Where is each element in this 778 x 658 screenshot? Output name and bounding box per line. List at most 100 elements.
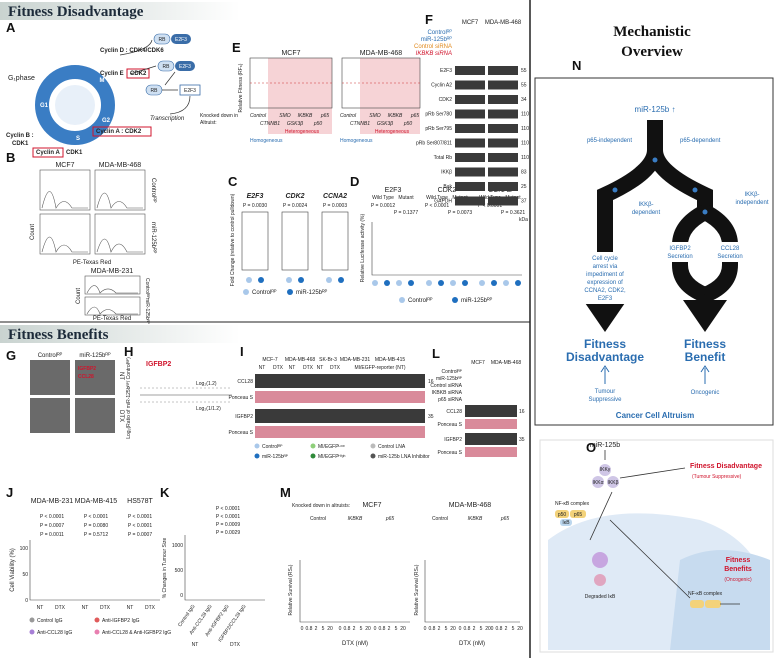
panel-k-treatments: DTX (230, 642, 241, 648)
panel-b-cell-lines: MCF7 (55, 162, 74, 169)
legend-dot (479, 280, 485, 286)
panel-i-legend: Controlᴿᴾ (262, 444, 282, 450)
panel-b-cell-lines: MDA-MB-468 (99, 162, 142, 169)
panel-i-proteins: CCL28 (237, 379, 253, 385)
legend-dot (370, 443, 376, 449)
panel-a-e2f3: E2F3 (175, 37, 187, 43)
panel-j-treatments: NT (37, 605, 44, 611)
panel-i-legend: MI/EGFPᴴⁱᵍʰ (318, 453, 345, 460)
panel-n-ccl28: CCL28 (721, 246, 740, 252)
legend-dot (408, 280, 414, 286)
panel-f-kda: 37 (521, 199, 527, 205)
legend-dot (310, 453, 316, 459)
panel-j-yticks: 0 (25, 598, 28, 604)
panel-a-cyclin-a: Cyclin A (36, 150, 60, 156)
panel-m-groups: p65 (385, 516, 395, 522)
panel-m-doses: 20 (327, 626, 333, 632)
panel-m-knockdown-label: Knocked down in altruists: (292, 503, 350, 509)
panel-b-x-label: PE-Texas Red (73, 260, 111, 266)
blot-band (488, 153, 518, 162)
panel-m-doses: 0 (491, 626, 494, 632)
panel-j-treatments: NT (127, 605, 134, 611)
panel-o-proteins: p50 (558, 512, 567, 518)
panel-a-cyclin-b-cdk1: Cyclin B : (6, 133, 34, 139)
panel-i-cell-lines: MDA-MB-231 (340, 357, 371, 363)
panel-m-y-label: Relative Survival (RSₙ) (288, 564, 294, 615)
panel-k-yticks: 500 (175, 568, 184, 574)
panel-n-igfbp2: Secretion (667, 254, 692, 260)
panel-j-treatments: DTX (55, 605, 66, 611)
panel-h-highlight: IGFBP2 (146, 361, 171, 368)
panel-f-rows: Cyclin A2 (431, 83, 452, 89)
panel-n-p65-independent: p65-independent (587, 138, 632, 144)
panel-n-p65-dependent: p65-dependent (680, 138, 721, 144)
blot-band (488, 109, 518, 119)
panel-a-cyclin-a-cdk2: Cyclin A : CDK2 (96, 129, 142, 135)
panel-f-kda: 110 (521, 141, 529, 147)
panels-d: D (350, 174, 359, 189)
panels-o: O (586, 440, 596, 455)
panel-k-y-label: % Changes in Tumour Size (162, 537, 168, 598)
panel-j-yticks: 50 (22, 572, 28, 578)
panel-g-conditions: miR-125bᴿᴾ (79, 352, 111, 359)
panels-i: I (240, 344, 244, 359)
panel-m-doses: 5 (480, 626, 483, 632)
panel-l-conditions: miR-125bᴿᴾ (436, 376, 462, 382)
panel-f-kda-unit: kDa (519, 217, 528, 223)
panel-l-ponceau: Ponceau S (438, 450, 463, 456)
panel-i-cell-lines: SK-Br-3 (319, 357, 337, 363)
panel-n-cell-cycle: expression of (587, 280, 623, 286)
panel-d-p-values: P = 0.1377 (394, 210, 418, 216)
panel-i-ponceau: Ponceau S (229, 395, 254, 401)
panels-h: H (124, 344, 133, 359)
legend-dot (338, 277, 344, 283)
arrow (600, 365, 710, 384)
branch-dots (612, 157, 708, 215)
panel-g-conditions: Controlᴿᴾ (38, 352, 63, 359)
panel-e-top-genes: SMO (369, 113, 381, 119)
panels-c: C (228, 174, 238, 189)
panel-m-doses: 2 (388, 626, 391, 632)
legend-dot (94, 629, 100, 635)
panel-o-ikk: IKKα (593, 480, 604, 486)
panel-l-conditions: IKBKB siRNA (432, 390, 463, 396)
panel-i-treatments: NT (289, 365, 296, 371)
panel-e-bottom-genes: p50 (403, 121, 413, 127)
legend-dot (515, 280, 521, 286)
legend-dot (462, 280, 468, 286)
panel-d-groups: Wild Type (372, 195, 394, 201)
panel-m-x-label: DTX (nM) (342, 641, 368, 647)
heterogeneous-bg (268, 58, 332, 134)
panel-f-kda: 25 (521, 184, 527, 190)
legend-dot (298, 277, 304, 283)
panel-f-kda: 55 (521, 68, 527, 74)
panel-i-cell-lines: MDA-MB-415 (375, 357, 406, 363)
panel-i-ponceau: Ponceau S (229, 430, 254, 436)
legend-dot (258, 277, 264, 283)
panel-j-yticks: 100 (20, 546, 29, 552)
panel-e-knockdown-label: Knocked down in (200, 113, 238, 119)
panel-o-fitness-disadvantage: Fitness Disadvantage (690, 463, 762, 470)
panel-f-rows: pRb Ser780 (425, 112, 452, 118)
panel-o-mirna: miR-125b (590, 442, 620, 449)
legend-dot (286, 277, 292, 283)
cell-cycle-ring (35, 65, 115, 145)
panel-f-rows: Bak (443, 184, 452, 190)
panel-g-proteins: IGFBP2 (78, 366, 96, 372)
panel-a-phases: S (76, 136, 80, 142)
legend-dot (452, 297, 458, 303)
panel-f-rows: GAPDH (434, 199, 452, 205)
label-bg (568, 252, 642, 304)
panel-j-p-values: P < 0.0001 (128, 514, 152, 520)
panel-i-reporter: MI/EGFP-reporter (NT) (354, 365, 405, 371)
blot-band (488, 167, 518, 177)
panel-k-p-values: P < 0.0001 (216, 506, 240, 512)
panel-i-legend: Control LNA (378, 444, 406, 450)
panel-k-p-values: P = 0.0029 (216, 530, 240, 536)
panel-i-legend: miR-125bᴿᴾ (262, 454, 288, 460)
panel-e-y-label: Relative Fitness (RFₙ) (238, 63, 244, 112)
panel-m-doses: 2 (473, 626, 476, 632)
blot-band (488, 196, 518, 206)
panel-i-treatments: DTX (273, 365, 284, 371)
